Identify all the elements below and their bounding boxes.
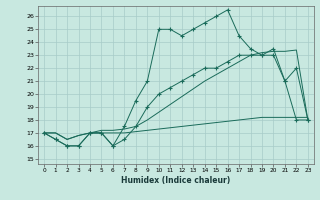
- X-axis label: Humidex (Indice chaleur): Humidex (Indice chaleur): [121, 176, 231, 185]
